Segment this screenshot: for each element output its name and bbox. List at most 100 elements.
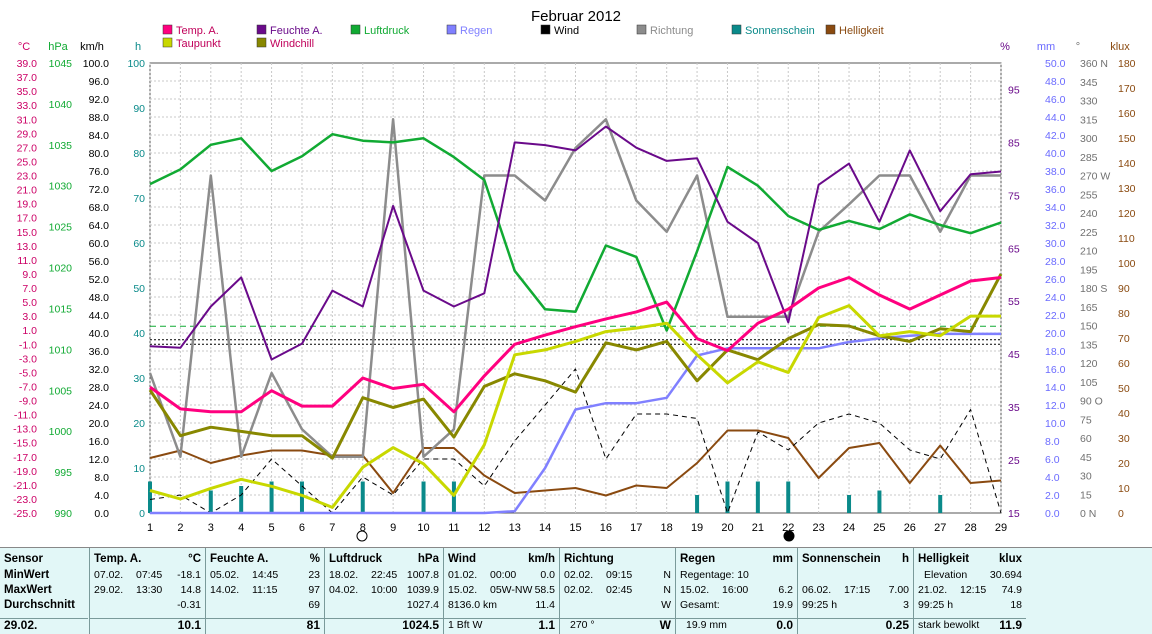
- wind-max-time: 05W-NW: [490, 584, 533, 596]
- legend-swatch: [162, 24, 173, 35]
- rain-max-value: 6.2: [778, 584, 793, 596]
- humidity-min-date: 05.02.: [210, 569, 240, 581]
- axis-tick-direction: 225: [1080, 227, 1098, 239]
- axis-unit-pressure: hPa: [48, 41, 68, 53]
- humidity-max-date: 14.02.: [210, 584, 240, 596]
- axis-tick-temp: 39.0: [17, 58, 38, 70]
- brightness-total: 18: [1010, 599, 1022, 611]
- axis-tick-direction: 210: [1080, 246, 1098, 258]
- axis-tick-brightness: 180: [1118, 58, 1136, 70]
- series-line-richtung: [148, 118, 1001, 459]
- series-line-temp-a-: [149, 276, 1002, 414]
- wind-unit: km/h: [528, 553, 555, 565]
- legend-swatch: [446, 24, 457, 35]
- axis-tick-humidity: 55: [1008, 296, 1020, 308]
- brightness-current: 11.9: [999, 618, 1022, 632]
- axis-tick-temp: -9.0: [19, 396, 37, 408]
- humidity-current: 81: [306, 618, 320, 632]
- bar-Sonnenschein: [269, 481, 274, 513]
- axis-tick-brightness: 70: [1118, 333, 1130, 345]
- wind-current: 1.1: [538, 618, 555, 632]
- bar-Sonnenschein: [239, 486, 244, 513]
- axis-tick-sunshine: 20: [133, 418, 145, 430]
- axis-unit-direction: °: [1076, 41, 1080, 53]
- wind-bft: 1 Bft W: [448, 619, 483, 631]
- axis-tick-brightness: 40: [1118, 408, 1130, 420]
- pressure-title: Luftdruck: [329, 553, 383, 565]
- axis-tick-rain: 32.0: [1045, 220, 1066, 232]
- axis-tick-temp: 5.0: [22, 297, 37, 309]
- wind-max-date: 15.02.: [448, 584, 478, 596]
- axis-tick-rain: 26.0: [1045, 274, 1066, 286]
- axis-tick-sunshine: 0: [139, 508, 145, 520]
- axis-tick-brightness: 20: [1118, 458, 1130, 470]
- axis-unit-temp: °C: [18, 41, 30, 53]
- axis-tick-direction: 165: [1080, 302, 1098, 314]
- humidity-unit: %: [309, 553, 320, 565]
- wind-avg: 11.4: [535, 599, 555, 611]
- wind-min-date: 01.02.: [448, 569, 478, 581]
- bar-Sonnenschein: [725, 481, 730, 513]
- bar-Sonnenschein: [847, 495, 852, 513]
- axis-tick-wind: 40.0: [89, 328, 110, 340]
- axis-tick-rain: 42.0: [1045, 130, 1066, 142]
- axis-tick-rain: 44.0: [1045, 112, 1066, 124]
- axis-tick-wind: 36.0: [89, 346, 110, 358]
- axis-tick-sunshine: 50: [133, 283, 145, 295]
- axis-tick-brightness: 10: [1118, 483, 1130, 495]
- x-tick-label: 18: [661, 522, 673, 534]
- direction-max-time: 02:45: [606, 584, 633, 596]
- axis-tick-direction: 285: [1080, 152, 1098, 164]
- axis-tick-direction: 60: [1080, 433, 1092, 445]
- moon-phase-new-icon: [783, 530, 795, 542]
- legend-label: Wind: [554, 25, 579, 37]
- axis-tick-wind: 4.0: [94, 490, 109, 502]
- axis-tick-direction: 300: [1080, 133, 1098, 145]
- bar-Sonnenschein: [755, 481, 760, 513]
- axis-tick-rain: 28.0: [1045, 256, 1066, 268]
- x-tick-label: 10: [417, 522, 429, 534]
- axis-tick-wind: 80.0: [89, 148, 110, 160]
- axis-tick-temp: 1.0: [22, 325, 37, 337]
- humidity-title: Feuchte A.: [210, 553, 269, 565]
- brightness-max-date: 21.02.: [918, 584, 948, 596]
- legend-label: Feuchte A.: [270, 25, 323, 37]
- pressure-unit: hPa: [417, 553, 439, 565]
- axis-tick-sunshine: 60: [133, 238, 145, 250]
- pressure-current: 1024.5: [402, 618, 439, 632]
- axis-tick-sunshine: 90: [133, 103, 145, 115]
- axis-tick-wind: 76.0: [89, 166, 110, 178]
- axis-tick-temp: -13.0: [13, 424, 37, 436]
- bar-Sonnenschein: [148, 481, 152, 513]
- axis-tick-wind: 56.0: [89, 256, 110, 268]
- axis-tick-direction: 240: [1080, 208, 1098, 220]
- summary-humidity: Feuchte A.% 05.02. 14:45 23 14.02. 11:15 97 …: [205, 548, 324, 634]
- pressure-min-value: 1007.8: [406, 569, 439, 581]
- axis-tick-sunshine: 100: [127, 58, 145, 70]
- legend-swatch: [256, 37, 267, 48]
- wind-distance: 8136.0 km: [448, 599, 498, 611]
- axis-tick-wind: 72.0: [89, 184, 110, 196]
- rain-sum: 19.9 mm: [686, 619, 727, 631]
- temp-min-time: 07:45: [136, 569, 163, 581]
- axis-tick-direction: 75: [1080, 414, 1092, 426]
- axis-tick-pressure: 1020: [49, 263, 73, 275]
- axis-tick-brightness: 140: [1118, 158, 1136, 170]
- pressure-max-time: 10:00: [371, 584, 398, 596]
- axis-tick-brightness: 80: [1118, 308, 1130, 320]
- rain-total: 19.9: [772, 599, 793, 611]
- x-tick-label: 17: [630, 522, 642, 534]
- summary-table: Sensor MinWert MaxWert Durchschnitt 29.0…: [0, 547, 1152, 634]
- day-markers: [356, 530, 795, 542]
- series-line-taupunkt: [149, 304, 1001, 509]
- legend-label: Luftdruck: [364, 25, 410, 37]
- rain-title: Regen: [680, 553, 716, 565]
- axis-tick-temp: -7.0: [19, 381, 37, 393]
- series-line-luftdruck: [149, 132, 1002, 332]
- axis-tick-humidity: 15: [1008, 508, 1020, 520]
- axis-tick-pressure: 1005: [49, 385, 73, 397]
- axis-tick-temp: 21.0: [17, 185, 38, 197]
- pressure-min-time: 22:45: [371, 569, 398, 581]
- x-tick-labels: 1 2 3 4 5 6 7 8 9 10 11 12 13 14 15 16 17 18 19 20 21 22 23 24 2…: [147, 522, 1007, 534]
- axis-tick-rain: 48.0: [1045, 76, 1066, 88]
